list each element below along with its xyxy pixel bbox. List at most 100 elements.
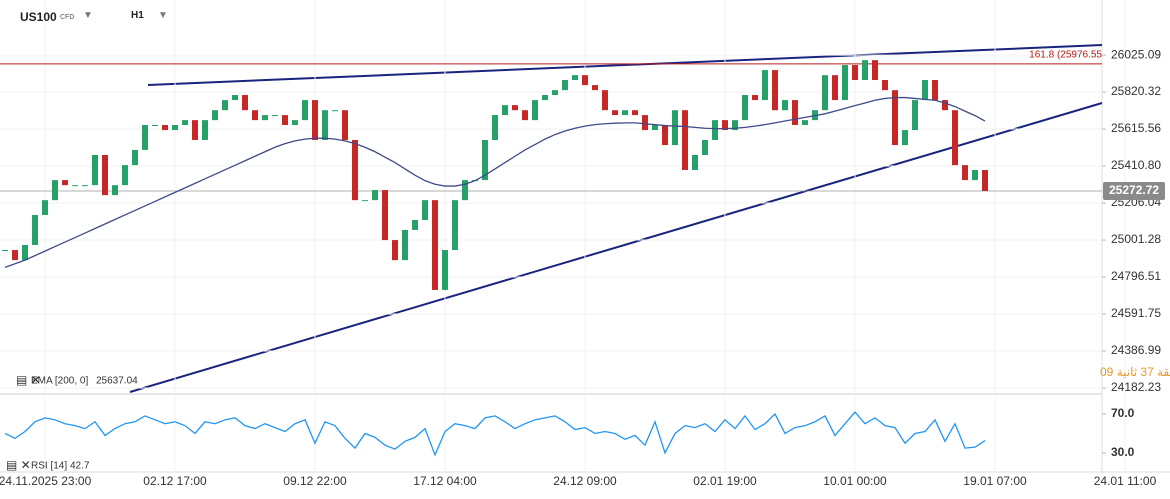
candle (102, 154, 108, 196)
y-tick-label: 70.0 (1111, 406, 1135, 420)
current-price-label: 25272.72 (1109, 183, 1159, 197)
candle (672, 110, 678, 146)
y-tick-label: 26025.09 (1111, 47, 1161, 61)
candle (572, 75, 578, 81)
countdown: دقيقة 37 ثانية 09 (1100, 365, 1170, 379)
chart-layer: 24.11.2025 23:00 02.12 17:00 09.12 22:00 17… (0, 0, 1165, 488)
candle (42, 200, 48, 215)
candle (712, 120, 718, 140)
candle (32, 214, 38, 245)
y-tick-label: 24796.51 (1111, 269, 1161, 283)
candle (532, 100, 538, 121)
candle (622, 110, 628, 116)
candle (312, 100, 318, 140)
candle (482, 140, 488, 181)
candle (902, 130, 908, 146)
candle (952, 110, 958, 166)
fib-label: 161.8 (25976.55 (1029, 49, 1102, 60)
candle (832, 75, 838, 101)
candle (232, 95, 238, 101)
candle (872, 60, 878, 81)
x-tick-label: 02.12 17:00 (143, 474, 207, 488)
candle (112, 185, 118, 196)
candle (842, 65, 848, 101)
candle (602, 90, 608, 111)
candle (752, 95, 758, 101)
candle (502, 105, 508, 116)
candle (802, 120, 808, 126)
candle (212, 110, 218, 121)
candle (242, 95, 248, 111)
ema-legend: EMA [200, 0] (31, 376, 88, 387)
x-tick-label: 24.01 11:00 (1094, 474, 1157, 488)
candle (692, 154, 698, 170)
candle (462, 180, 468, 201)
candle (262, 115, 268, 121)
candle (382, 190, 388, 241)
candle (422, 200, 428, 221)
x-tick-label: 02.01 19:00 (693, 474, 757, 488)
dropdown-arrow[interactable]: ▼ (158, 10, 168, 21)
candle (782, 100, 788, 111)
x-tick-label: 09.12 22:00 (283, 474, 347, 488)
x-tick-label: 17.12 04:00 (413, 474, 477, 488)
current-price-box (1103, 181, 1165, 200)
candle (392, 240, 398, 261)
dropdown-arrow[interactable]: ▼ (83, 10, 93, 21)
candle (342, 110, 348, 140)
candle (922, 80, 928, 101)
candle (72, 185, 78, 187)
candle (152, 125, 158, 127)
y-tick-label: 24591.75 (1111, 306, 1161, 320)
instrument[interactable]: US100 (20, 10, 57, 24)
candle (202, 120, 208, 140)
candle (882, 80, 888, 91)
x-tick-label: 24.12 09:00 (553, 474, 617, 488)
candle (92, 154, 98, 186)
candle (432, 200, 438, 290)
candle (282, 115, 288, 126)
y-tick-label: 24182.23 (1111, 380, 1161, 394)
candle (182, 120, 188, 126)
y-tick-label: 30.0 (1111, 445, 1135, 459)
candle (222, 100, 228, 111)
candle (582, 75, 588, 86)
candle (362, 200, 368, 202)
candle (2, 250, 8, 252)
y-tick-label: 25001.28 (1111, 232, 1161, 246)
x-tick-label: 10.01 00:00 (823, 474, 887, 488)
candle (122, 165, 128, 186)
ema-line (4, 96, 986, 268)
candle (412, 220, 418, 230)
candle (962, 165, 968, 181)
candle (142, 125, 148, 150)
candle (452, 200, 458, 251)
rsi-value: 42.7 (70, 461, 90, 472)
candle (552, 90, 558, 96)
candle (772, 70, 778, 111)
candle (332, 110, 338, 112)
candle (892, 90, 898, 146)
timeframe[interactable]: H1 (131, 10, 144, 21)
candle (932, 80, 938, 101)
candle (942, 100, 948, 111)
candle (372, 190, 378, 201)
candle (82, 185, 88, 187)
candle (302, 100, 308, 121)
candle (512, 105, 518, 111)
candle (22, 244, 28, 261)
candle (172, 125, 178, 131)
candle (352, 140, 358, 201)
candle (52, 180, 58, 201)
candle (642, 115, 648, 131)
candle (492, 115, 498, 140)
candle (562, 80, 568, 91)
candle (252, 110, 258, 121)
candle (402, 229, 408, 261)
candle (612, 110, 618, 116)
x-tick-label: 24.11.2025 23:00 (0, 474, 92, 488)
candle (852, 65, 858, 81)
y-tick-label: 25410.80 (1111, 158, 1161, 172)
